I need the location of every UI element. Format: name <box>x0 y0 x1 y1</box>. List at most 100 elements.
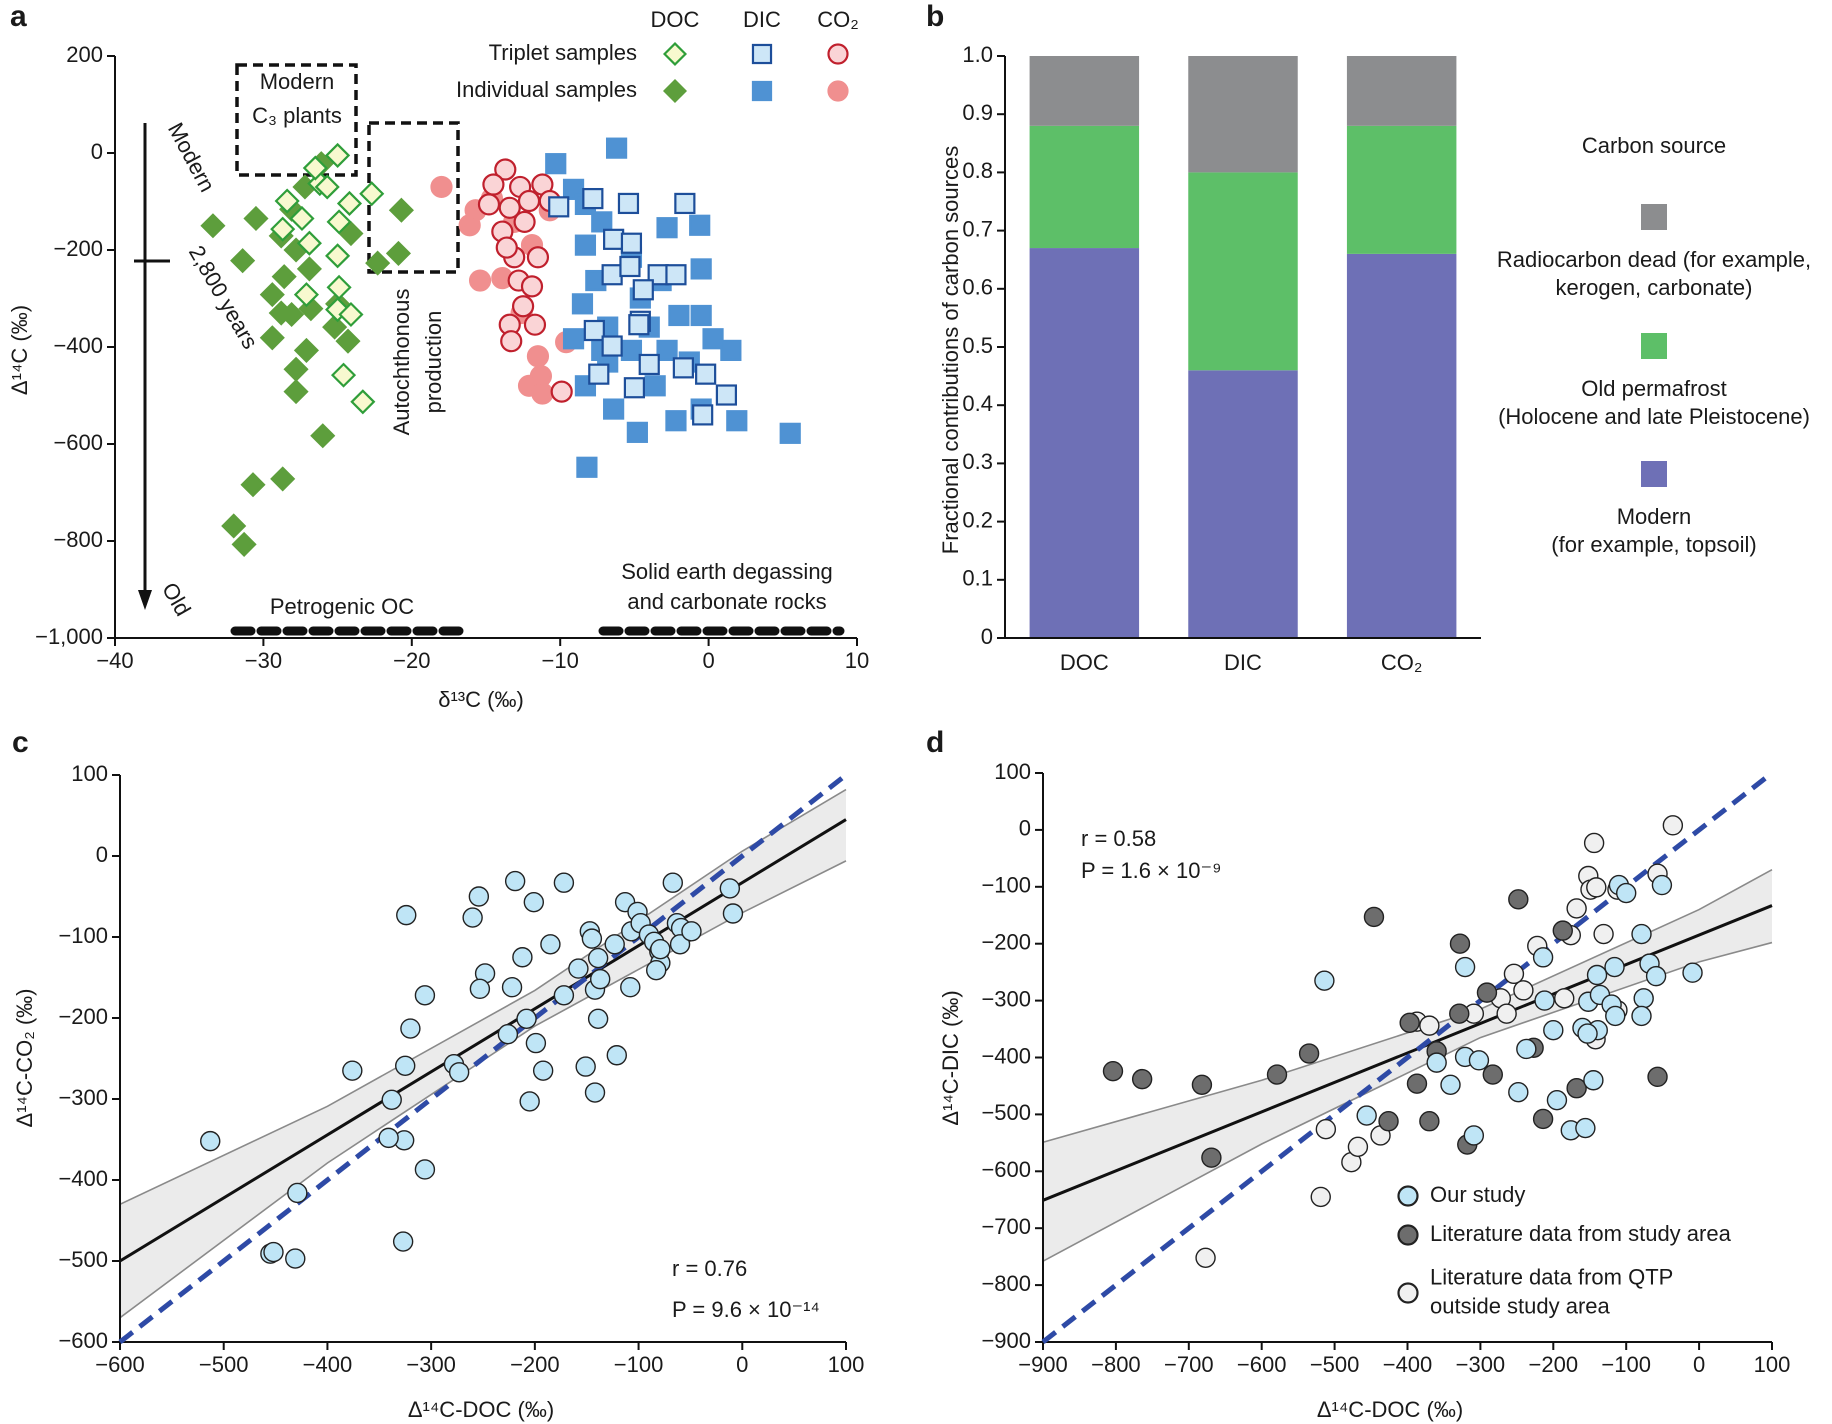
circle-marker <box>620 977 641 998</box>
diamond-marker <box>310 423 336 449</box>
circle-marker <box>1575 1117 1596 1139</box>
diamond-marker <box>259 325 285 351</box>
x-axis-label: Δ¹⁴C-DOC (‰) <box>1317 1397 1463 1422</box>
bar-segment <box>1029 248 1140 638</box>
circle-marker <box>494 158 517 181</box>
square-marker <box>603 398 625 420</box>
square-marker <box>571 293 594 315</box>
text-line: outside study area <box>1430 1293 1611 1318</box>
circle-marker <box>540 934 561 955</box>
diamond-marker <box>283 379 309 405</box>
circle-marker <box>1298 1043 1320 1064</box>
circle-marker <box>1503 963 1525 985</box>
circle-marker <box>448 1062 470 1083</box>
circle-marker <box>1552 920 1573 941</box>
circle-marker <box>381 1089 402 1111</box>
circle-marker <box>1310 1186 1331 1208</box>
circle-marker <box>1583 832 1605 854</box>
x-tick-label: DIC <box>1224 650 1262 675</box>
circle-marker <box>589 968 611 990</box>
circle-marker <box>587 1008 609 1030</box>
diamond-marker <box>350 389 376 415</box>
circle-marker <box>1102 1060 1124 1082</box>
square-marker <box>632 279 654 301</box>
y-tick-label: 0.6 <box>962 275 993 300</box>
legend-column: DOC <box>651 7 700 32</box>
square-marker <box>638 353 660 376</box>
square-marker <box>751 80 773 102</box>
y-axis-label: Δ¹⁴C (‰) <box>7 305 32 395</box>
annotation: Petrogenic OC <box>270 594 414 619</box>
text-line: (Holocene and late Pleistocene) <box>1498 404 1810 429</box>
diamond-marker <box>385 240 411 266</box>
panel-letter: c <box>12 726 29 759</box>
y-tick-label: −300 <box>981 986 1031 1011</box>
text-line: kerogen, carbonate) <box>1556 275 1753 300</box>
bar-segment <box>1346 253 1457 638</box>
square-marker <box>619 255 641 278</box>
square-marker <box>620 232 643 254</box>
circle-marker <box>1454 956 1476 978</box>
x-tick-label: −10 <box>542 648 579 673</box>
circle-marker <box>378 1127 399 1149</box>
circle-marker <box>662 872 683 893</box>
x-tick-label: −30 <box>245 648 282 673</box>
circle-marker <box>511 295 535 318</box>
circle-marker <box>1399 1012 1420 1033</box>
circle-marker <box>827 43 849 65</box>
diamond-marker <box>388 197 414 223</box>
circle-marker <box>1378 1111 1399 1132</box>
text-line: Modern <box>1617 504 1692 529</box>
square-marker <box>672 357 694 379</box>
text-line: C₃ plants <box>252 103 342 128</box>
y-tick-label: 0 <box>981 624 993 649</box>
y-tick-label: 0.9 <box>962 100 993 125</box>
circle-marker <box>396 904 417 926</box>
circle-marker <box>498 196 521 219</box>
square-marker <box>626 421 648 443</box>
x-tick-label: −200 <box>1529 1352 1579 1377</box>
x-tick-label: −400 <box>303 1352 353 1377</box>
text-line: and carbonate rocks <box>627 589 826 614</box>
diamond-marker <box>322 314 348 340</box>
circle-marker <box>604 934 625 955</box>
text-line: Modern <box>260 69 335 94</box>
circle-marker <box>400 1018 421 1039</box>
circle-marker <box>513 210 536 233</box>
diamond-marker <box>296 256 322 282</box>
text-line: Autochthonous <box>389 289 414 436</box>
y-axis-label: Δ¹⁴C-DIC (‰) <box>938 990 963 1125</box>
text-line: (for example, topsoil) <box>1551 532 1756 557</box>
square-marker <box>588 363 610 385</box>
y-tick-label: 0.8 <box>962 158 993 183</box>
circle-marker <box>1554 988 1575 1009</box>
x-tick-label: 100 <box>828 1352 865 1377</box>
circle-marker <box>392 1231 414 1252</box>
square-marker <box>605 137 628 159</box>
square-marker <box>668 304 690 327</box>
y-tick-label: −600 <box>981 1157 1031 1182</box>
band-lower-edge <box>1042 941 1773 1262</box>
circle-marker <box>1426 1052 1447 1073</box>
diamond-marker <box>314 174 340 200</box>
circle-marker <box>1651 874 1673 896</box>
y-tick-label: 0 <box>91 139 103 164</box>
square-marker <box>702 328 724 350</box>
circle-marker <box>1315 1118 1337 1140</box>
y-tick-label: −1,000 <box>35 624 103 649</box>
y-tick-label: 0.2 <box>962 507 993 532</box>
square-marker <box>674 192 696 215</box>
circle-marker <box>462 907 483 928</box>
circle-marker <box>468 886 490 907</box>
diamond-marker <box>221 513 247 539</box>
band-upper-edge <box>1042 869 1773 1144</box>
y-tick-label: −700 <box>981 1214 1031 1239</box>
bar-segment <box>1188 56 1298 173</box>
circle-marker <box>1397 1224 1419 1246</box>
x-tick-label: 0 <box>702 648 714 673</box>
diamond-marker <box>296 230 322 256</box>
circle-marker <box>468 269 492 292</box>
diamond-marker <box>240 472 266 498</box>
x-tick-label: −200 <box>510 1352 560 1377</box>
